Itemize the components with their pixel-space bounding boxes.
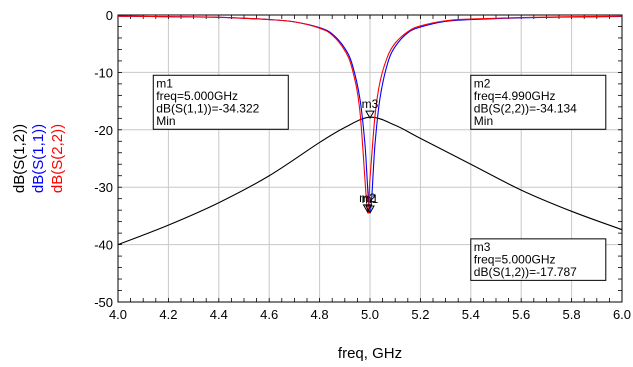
x-tick-label: 5.6 bbox=[512, 307, 530, 322]
x-tick-label: 4.8 bbox=[311, 307, 329, 322]
marker-readout-m1: dB(S(1,1))=-34.322 bbox=[156, 101, 259, 115]
marker-box-m2 bbox=[470, 74, 607, 130]
y-tick-label: -50 bbox=[94, 295, 113, 310]
x-tick-label: 4.6 bbox=[260, 307, 278, 322]
x-tick-labels: 4.0 4.2 4.4 4.6 4.8 5.0 5.2 5.4 5.6 5.8 6.0 bbox=[109, 307, 631, 322]
marker-box-m3 bbox=[470, 238, 607, 281]
marker-readout-m3: dB(S(1,2))=-17.787 bbox=[474, 265, 577, 279]
y-tick-label: 0 bbox=[106, 8, 113, 23]
y-axis-title: dB(S(1,2)) bbox=[11, 124, 28, 193]
marker-triangle-m3 bbox=[365, 110, 375, 120]
marker-readout-m3: freq=5.000GHz bbox=[474, 252, 556, 266]
marker-readout-m2: dB(S(2,2))=-34.134 bbox=[474, 101, 577, 115]
marker-readout-m3: m3 bbox=[474, 240, 491, 254]
y-tick-label: -10 bbox=[94, 65, 113, 80]
marker-readout-m2: m2 bbox=[474, 76, 491, 90]
x-tick-label: 5.0 bbox=[361, 307, 379, 322]
x-tick-label: 4.2 bbox=[159, 307, 177, 322]
marker-tag-m2: m2 bbox=[359, 191, 376, 205]
y-tick-labels: 0 -10 -20 -30 -40 -50 bbox=[94, 8, 113, 310]
marker-readout-m2: freq=4.990GHz bbox=[474, 89, 556, 103]
y-tick-label: -30 bbox=[94, 180, 113, 195]
x-axis-title: freq, GHz bbox=[338, 345, 402, 362]
x-tick-label: 5.8 bbox=[563, 307, 581, 322]
y-axis-title: dB(S(1,1)) bbox=[30, 124, 47, 193]
x-tick-label: 6.0 bbox=[613, 307, 631, 322]
marker-triangle-m1 bbox=[365, 205, 375, 215]
series-line-db-s-2-2 bbox=[117, 15, 623, 214]
x-tick-label: 4.4 bbox=[210, 307, 228, 322]
marker-readout-m1: m1 bbox=[156, 76, 173, 90]
marker-readout-m1: freq=5.000GHz bbox=[156, 89, 238, 103]
marker-readout-m2: Min bbox=[474, 114, 493, 128]
marker-triangle-m2 bbox=[362, 204, 373, 213]
y-tick-label: -40 bbox=[94, 238, 113, 253]
marker-readout-m1: Min bbox=[156, 114, 175, 128]
y-axis-titles: dB(S(1,2)) dB(S(1,1)) dB(S(2,2)) bbox=[11, 124, 66, 193]
marker-tag-m1: m1 bbox=[362, 192, 379, 206]
x-tick-label: 5.2 bbox=[411, 307, 429, 322]
x-tick-label: 5.4 bbox=[462, 307, 480, 322]
y-tick-label: -20 bbox=[94, 123, 113, 138]
x-tick-label: 4.0 bbox=[109, 307, 127, 322]
marker-layer: m1m1freq=5.000GHzdB(S(1,1))=-34.322Minm2… bbox=[152, 74, 607, 281]
minor-ticks bbox=[117, 14, 623, 303]
marker-tag-m3: m3 bbox=[362, 97, 379, 111]
marker-box-m1 bbox=[152, 74, 289, 130]
y-axis-title: dB(S(2,2)) bbox=[49, 124, 66, 193]
